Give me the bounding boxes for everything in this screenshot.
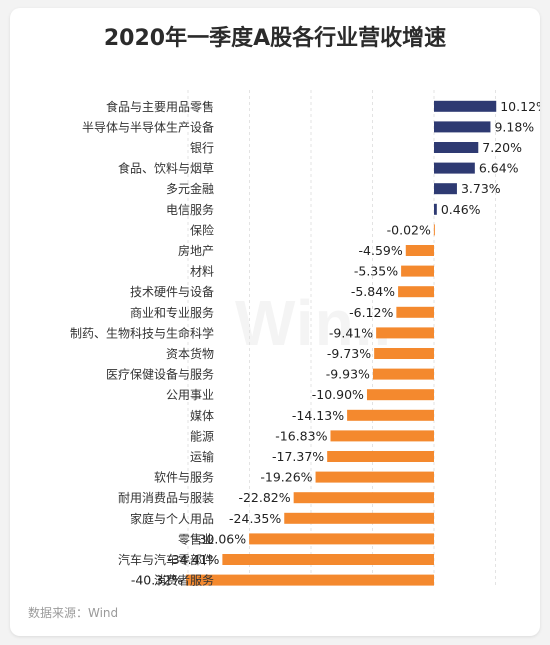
category-label: 房地产 — [178, 243, 214, 258]
bar — [396, 306, 434, 318]
value-label: 7.20% — [482, 140, 522, 155]
category-label: 银行 — [190, 141, 214, 155]
bar — [347, 409, 434, 421]
category-labels: 食品与主要用品零售半导体与半导体生产设备银行食品、饮料与烟草多元金融电信服务保险… — [70, 99, 214, 588]
value-label: -17.37% — [272, 449, 324, 464]
category-label: 资本货物 — [166, 346, 214, 361]
category-label: 汽车与汽车零部件 — [118, 552, 214, 567]
bar — [398, 286, 434, 298]
category-label: 技术硬件与设备 — [130, 285, 214, 299]
value-label: -9.73% — [327, 346, 371, 361]
category-label: 能源 — [190, 429, 214, 443]
source-note: 数据来源：Wind — [28, 606, 119, 620]
value-label: -9.93% — [326, 367, 370, 382]
value-label: 9.18% — [494, 119, 534, 134]
value-label: 6.64% — [479, 161, 519, 176]
bar — [376, 327, 434, 339]
category-label: 食品、饮料与烟草 — [118, 161, 214, 176]
bar — [434, 142, 479, 153]
bar — [434, 121, 491, 133]
category-label: 多元金融 — [166, 181, 214, 196]
bar — [327, 451, 434, 462]
category-label: 医疗保健设备与服务 — [106, 367, 214, 382]
bar — [330, 430, 434, 442]
value-label: -9.41% — [329, 325, 373, 340]
wind-watermark: Win.. — [235, 286, 392, 360]
category-label: 消费者服务 — [154, 573, 214, 588]
bar — [366, 389, 434, 401]
chart-card: 2020年一季度A股各行业营收增速 Win.. 食品与主要用品零售半导体与半导体… — [10, 8, 540, 636]
value-label: -24.35% — [229, 511, 281, 526]
bar — [315, 471, 434, 483]
bar — [284, 512, 434, 524]
value-label: 0.46% — [441, 202, 481, 217]
value-label: -0.02% — [387, 222, 431, 237]
value-label: -34.41% — [167, 552, 219, 567]
value-label: -6.12% — [349, 305, 393, 320]
value-label: -40.32% — [131, 573, 183, 588]
bar — [374, 348, 434, 359]
category-label: 食品与主要用品零售 — [106, 99, 214, 114]
bar — [434, 203, 437, 215]
bar — [372, 368, 434, 380]
bar — [293, 492, 434, 504]
value-label: -30.06% — [194, 531, 246, 546]
bar — [433, 224, 435, 236]
category-label: 保险 — [190, 222, 214, 237]
value-label: -19.26% — [260, 470, 312, 485]
bar — [401, 265, 434, 277]
value-label: -14.13% — [292, 408, 344, 423]
bar — [434, 162, 475, 174]
category-label: 材料 — [190, 265, 214, 279]
bar — [434, 183, 457, 195]
category-label: 制药、生物科技与生命科学 — [70, 325, 214, 340]
category-label: 媒体 — [190, 409, 214, 423]
value-label: -16.83% — [275, 428, 327, 443]
category-label: 软件与服务 — [154, 470, 214, 485]
bars — [186, 100, 497, 586]
category-label: 运输 — [190, 449, 214, 464]
category-label: 耐用消费品与服装 — [118, 491, 214, 505]
bar — [405, 245, 434, 256]
category-label: 零售业 — [178, 531, 214, 546]
category-label: 电信服务 — [166, 202, 214, 217]
value-label: 10.12% — [500, 99, 540, 114]
value-labels: 10.12% 9.18% 7.20% 6.64% 3.73% 0.46% -0.02% -4.… — [131, 99, 540, 588]
category-label: 半导体与半导体生产设备 — [82, 120, 214, 134]
value-label: -22.82% — [238, 490, 290, 505]
bar — [434, 100, 497, 112]
value-label: 3.73% — [461, 181, 501, 196]
category-label: 商业和专业服务 — [130, 305, 214, 320]
category-label: 公用事业 — [166, 388, 214, 402]
bar — [222, 554, 434, 565]
bar — [186, 574, 434, 586]
chart-title: 2020年一季度A股各行业营收增速 — [103, 26, 447, 51]
bar-chart: 食品与主要用品零售半导体与半导体生产设备银行食品、饮料与烟草多元金融电信服务保险… — [70, 90, 540, 588]
value-label: -4.59% — [359, 243, 403, 258]
category-label: 家庭与个人用品 — [130, 511, 214, 526]
value-label: -5.84% — [351, 284, 395, 299]
value-label: -10.90% — [312, 387, 364, 402]
bar — [249, 533, 434, 545]
value-label: -5.35% — [354, 264, 398, 279]
